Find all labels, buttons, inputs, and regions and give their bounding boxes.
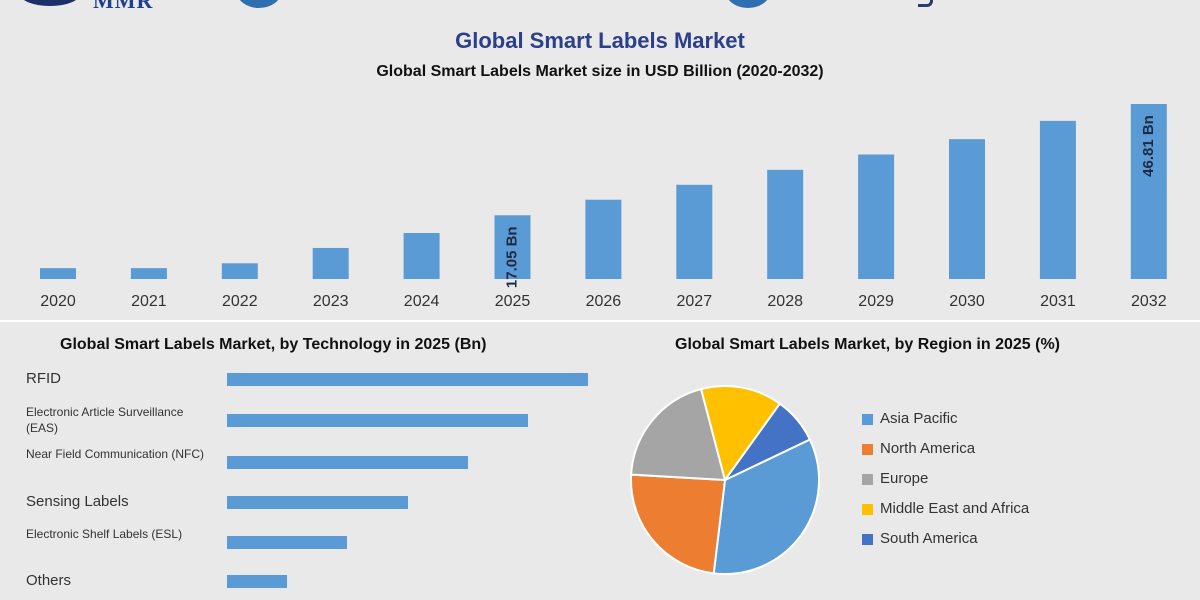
legend-label: Europe	[880, 470, 929, 487]
section-divider	[0, 320, 1200, 322]
technology-chart-title: Global Smart Labels Market, by Technolog…	[60, 336, 487, 353]
bar-2027	[676, 184, 713, 279]
region-chart-title: Global Smart Labels Market, by Region in…	[675, 336, 1060, 353]
bar-2028	[767, 169, 804, 279]
x-tick-label: 2022	[222, 293, 258, 310]
x-tick-label: 2028	[767, 293, 803, 310]
chart-subtitle: Global Smart Labels Market size in USD B…	[376, 63, 824, 80]
bar-electronic-article-surveillance-eas	[227, 414, 528, 427]
bar-sensing-labels	[227, 496, 408, 509]
category-label: Electronic Article Surveillance (EAS)	[26, 405, 184, 435]
bar-2024	[403, 233, 440, 279]
slice-europe	[630, 387, 727, 482]
x-tick-label: 2024	[404, 293, 440, 310]
slice-middle-east-and-africa	[699, 385, 782, 483]
legend-swatch	[862, 534, 873, 545]
bar-2031	[1039, 120, 1076, 279]
data-label: 46.81 Bn	[1140, 115, 1157, 177]
globe-icon-right	[725, 0, 771, 8]
x-tick-label: 2023	[313, 293, 349, 310]
x-tick-label: 2027	[677, 293, 713, 310]
market-size-bar-chart: 2020 2021 2022 2023 2024 2025 2026 2027 2028 2029…	[40, 104, 1167, 310]
legend-label: South America	[880, 530, 978, 547]
bar-2030	[949, 139, 985, 279]
category-label: Others	[26, 572, 72, 589]
bar-2029	[858, 154, 895, 279]
category-label: Electronic Shelf Labels (ESL)	[26, 527, 183, 541]
x-tick-label: 2029	[858, 293, 894, 310]
category-label: RFID	[26, 370, 61, 387]
bar-near-field-communication-nfc	[227, 456, 468, 469]
bar-2020	[40, 268, 76, 279]
legend-swatch	[862, 504, 873, 515]
bar-electronic-shelf-labels-esl	[227, 536, 348, 549]
logo-text: MMR	[93, 0, 154, 13]
x-tick-label: 2030	[949, 293, 985, 310]
legend-swatch	[862, 444, 873, 455]
category-label: Sensing Labels	[26, 493, 129, 510]
bar-2022	[221, 263, 258, 279]
bar-2025	[494, 215, 531, 279]
bar-rfid	[227, 373, 588, 386]
x-tick-label: 2032	[1131, 293, 1167, 310]
bar-2026	[585, 199, 622, 279]
x-tick-label: 2021	[131, 293, 167, 310]
x-tick-label: 2026	[586, 293, 622, 310]
region-pie-chart	[630, 385, 820, 575]
slice-north-america	[630, 473, 727, 575]
chart-title: Global Smart Labels Market	[455, 28, 745, 53]
legend-swatch	[862, 474, 873, 485]
legend-label: Asia Pacific	[880, 410, 958, 427]
bar-others	[227, 575, 288, 588]
x-tick-label: 2031	[1040, 293, 1076, 310]
legend-swatch	[862, 414, 873, 425]
bar-2023	[312, 247, 349, 279]
legend-label: Middle East and Africa	[880, 500, 1030, 517]
legend-label: North America	[880, 440, 976, 457]
x-tick-label: 2025	[495, 293, 531, 310]
header-ornament	[918, 0, 933, 7]
data-label: 17.05 Bn	[503, 226, 520, 288]
globe-icon	[236, 0, 282, 8]
slice-south-america	[724, 402, 812, 481]
logo-icon	[24, 0, 76, 6]
bar-2021	[130, 268, 167, 279]
x-tick-label: 2020	[40, 293, 76, 310]
category-label: Near Field Communication (NFC)	[26, 447, 205, 461]
bar-2032	[1130, 104, 1167, 279]
